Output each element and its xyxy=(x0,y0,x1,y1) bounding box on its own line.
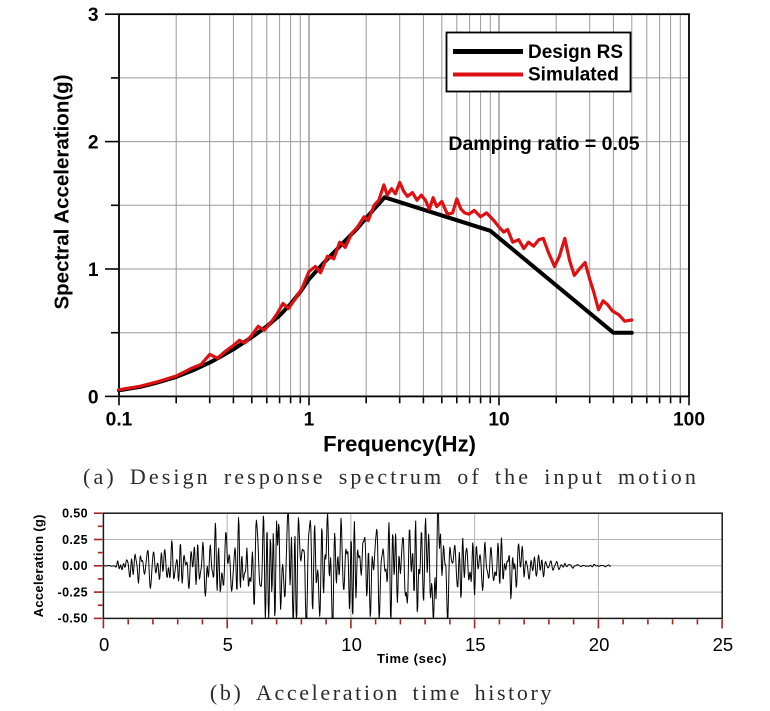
svg-text:5: 5 xyxy=(223,634,233,655)
svg-text:1: 1 xyxy=(304,410,315,431)
svg-text:Frequency(Hz): Frequency(Hz) xyxy=(323,431,476,456)
svg-text:0: 0 xyxy=(99,634,109,655)
svg-text:0.25: 0.25 xyxy=(62,533,88,547)
svg-text:Acceleration (g): Acceleration (g) xyxy=(31,514,46,617)
svg-text:Simulated: Simulated xyxy=(528,65,619,86)
svg-text:2: 2 xyxy=(88,133,99,154)
svg-text:0: 0 xyxy=(88,387,99,408)
svg-text:1: 1 xyxy=(88,260,99,281)
svg-text:10: 10 xyxy=(488,410,509,431)
svg-text:20: 20 xyxy=(589,634,610,655)
svg-text:10: 10 xyxy=(341,634,362,655)
svg-text:Design RS: Design RS xyxy=(528,42,623,63)
svg-text:0.1: 0.1 xyxy=(106,410,133,431)
svg-text:3: 3 xyxy=(88,5,99,26)
svg-text:Damping ratio = 0.05: Damping ratio = 0.05 xyxy=(448,133,639,155)
svg-text:15: 15 xyxy=(465,634,486,655)
svg-text:0.50: 0.50 xyxy=(62,507,88,521)
svg-text:100: 100 xyxy=(673,410,705,431)
svg-text:25: 25 xyxy=(713,634,734,655)
svg-text:-0.50: -0.50 xyxy=(58,612,89,626)
svg-text:0.00: 0.00 xyxy=(62,559,88,573)
svg-text:Spectral Acceleration(g): Spectral Acceleration(g) xyxy=(51,74,74,309)
svg-text:Time (sec): Time (sec) xyxy=(377,651,447,666)
svg-text:-0.25: -0.25 xyxy=(58,585,89,599)
